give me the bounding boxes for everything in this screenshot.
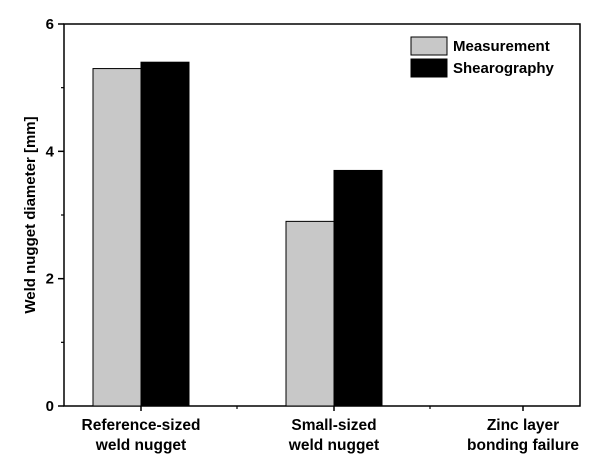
bars [92, 61, 383, 407]
legend: Measurement Shearography [410, 36, 555, 78]
y-axis-label: Weld nugget diameter [mm] [22, 116, 39, 313]
x-category-label: weld nugget [288, 437, 379, 454]
x-category-label: Reference-sized [82, 417, 201, 434]
bar-shearography-1 [333, 169, 383, 407]
y-tick-label: 6 [46, 16, 54, 33]
y-tick-label: 4 [46, 143, 55, 160]
x-category-label: bonding failure [467, 437, 579, 454]
y-tick-label: 2 [46, 271, 54, 288]
legend-swatch-shearography [410, 58, 448, 78]
bar-shearography-0 [140, 61, 190, 407]
x-category-label: Small-sized [291, 417, 376, 434]
bar-measurement-1 [285, 220, 335, 407]
legend-label-shearography: Shearography [453, 60, 555, 77]
x-axis: Reference-sized weld nugget Small-sized wel… [82, 406, 579, 454]
x-category-label: Zinc layer [487, 417, 559, 434]
y-tick-label: 0 [46, 398, 54, 415]
y-axis: 0 2 4 6 [46, 16, 64, 415]
x-category-label: weld nugget [95, 437, 186, 454]
legend-swatch-measurement [410, 36, 448, 56]
bar-measurement-0 [92, 68, 142, 407]
legend-label-measurement: Measurement [453, 38, 550, 55]
